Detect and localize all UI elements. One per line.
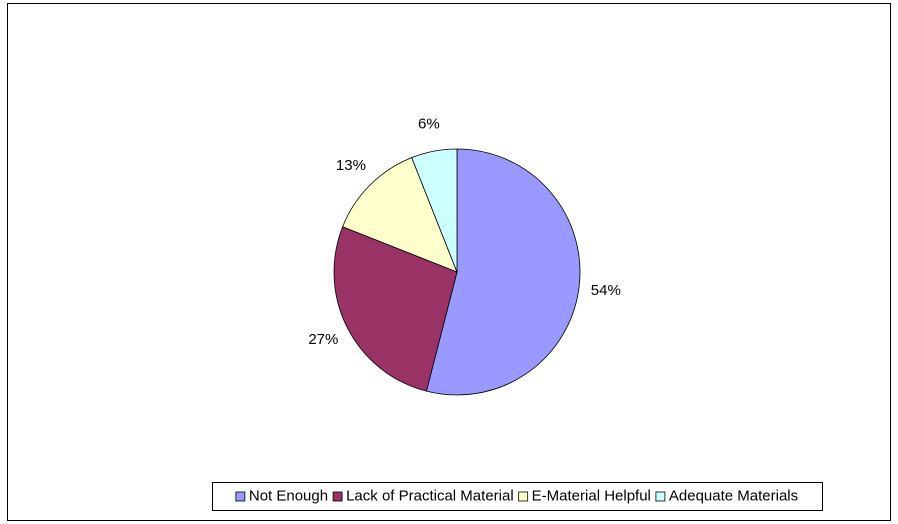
legend-label: Lack of Practical Material — [346, 487, 514, 504]
pie-slice — [411, 148, 458, 273]
legend — [212, 482, 823, 511]
legend-swatch — [332, 491, 343, 502]
legend-label: E-Material Helpful — [532, 487, 651, 504]
data-label: 6% — [418, 116, 440, 133]
legend-swatch — [518, 491, 529, 502]
data-label: 54% — [591, 282, 621, 299]
pie-slice — [333, 226, 458, 392]
legend-label: Not Enough — [249, 487, 328, 504]
data-label: 13% — [336, 157, 366, 174]
data-label: 27% — [308, 331, 338, 348]
pie-slice — [342, 157, 458, 273]
legend-label: Adequate Materials — [669, 487, 798, 504]
pie-slice — [425, 148, 581, 396]
legend-swatch — [235, 491, 246, 502]
legend-swatch — [655, 491, 666, 502]
